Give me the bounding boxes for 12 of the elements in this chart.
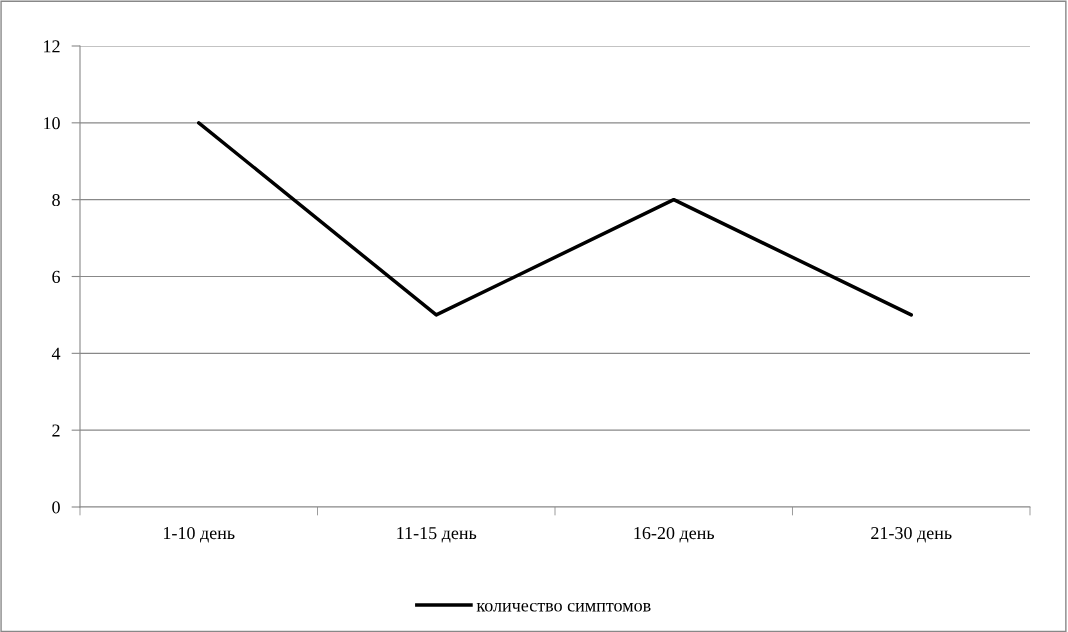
y-tick-label: 10 [44,117,60,130]
y-tick-label: 4 [51,347,61,360]
x-tick-label: 21-30 день [871,526,952,543]
x-tick-label: 11-15 день [397,527,477,543]
y-tick-label: 0 [52,501,60,514]
x-tick-label: 1-10 день [163,526,235,543]
legend-label: количество симптомов [476,602,651,612]
y-tick-label: 2 [52,424,60,437]
x-tick-label: 16-20 день [634,526,715,543]
y-tick-label: 6 [52,270,61,283]
y-tick-label: 12 [44,40,60,53]
y-tick-label: 8 [52,193,60,207]
